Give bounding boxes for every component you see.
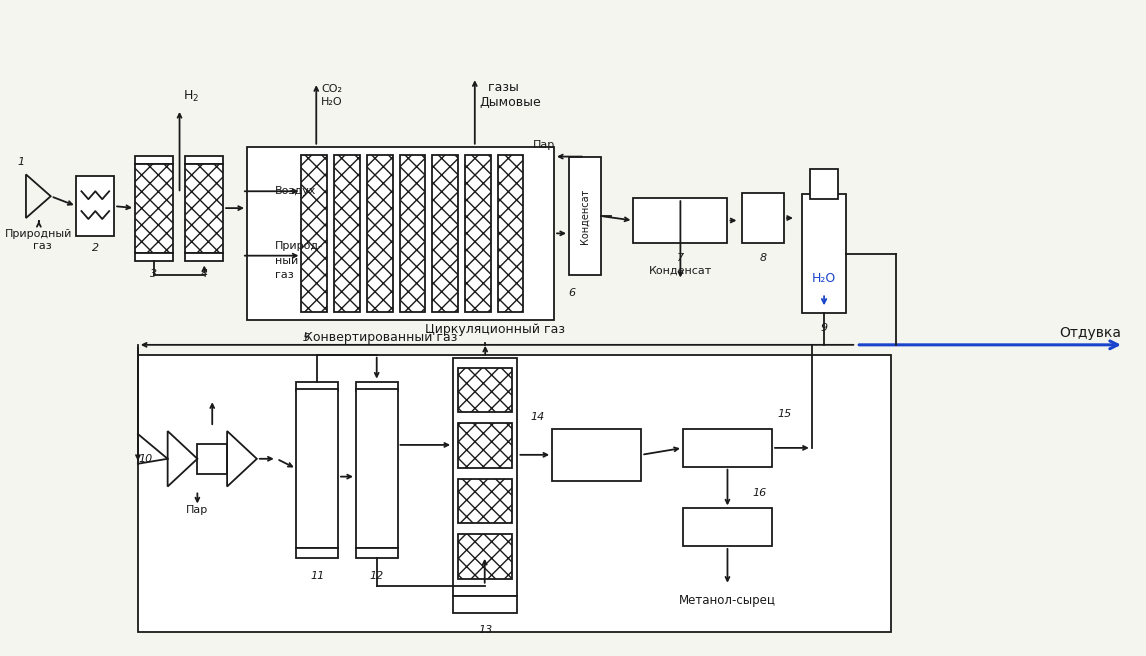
Text: Природ-: Природ-: [275, 241, 323, 251]
Bar: [802, 194, 847, 313]
Text: 6: 6: [568, 289, 575, 298]
Bar: [135, 253, 173, 260]
Bar: [497, 155, 524, 312]
Text: Пар: Пар: [533, 140, 556, 150]
Bar: [77, 176, 115, 236]
Bar: [197, 444, 227, 474]
Bar: [301, 155, 327, 312]
Text: Конденсат: Конденсат: [580, 188, 590, 244]
Bar: [453, 596, 517, 613]
Text: 13: 13: [478, 625, 493, 635]
Text: Метанол-сырец: Метанол-сырец: [680, 594, 776, 607]
Bar: [458, 479, 512, 523]
Bar: [297, 390, 338, 548]
Bar: [432, 155, 458, 312]
Bar: [458, 534, 512, 579]
Text: 16: 16: [752, 489, 767, 499]
Text: H₂O: H₂O: [813, 272, 837, 285]
Text: Конденсат: Конденсат: [649, 266, 712, 276]
Text: газ: газ: [275, 270, 293, 281]
Text: 3: 3: [150, 270, 157, 279]
Bar: [552, 429, 642, 481]
Text: Отдувка: Отдувка: [1059, 326, 1122, 340]
Text: 7: 7: [677, 253, 684, 262]
Text: Циркуляционный газ: Циркуляционный газ: [425, 323, 565, 337]
Text: 4: 4: [201, 270, 207, 279]
Bar: [135, 163, 173, 253]
Text: 8: 8: [760, 253, 767, 262]
Bar: [186, 155, 223, 163]
Text: 9: 9: [821, 323, 827, 333]
Text: Дымовые: Дымовые: [480, 96, 542, 109]
Text: Воздух: Воздух: [275, 186, 316, 196]
Text: газы: газы: [480, 81, 519, 94]
Bar: [356, 382, 398, 392]
Bar: [453, 358, 517, 596]
Bar: [458, 367, 512, 412]
Text: Конвертированный газ: Конвертированный газ: [304, 331, 457, 344]
Bar: [743, 194, 784, 243]
Text: 10: 10: [139, 454, 152, 464]
Bar: [568, 157, 601, 276]
Text: Природный: Природный: [5, 229, 72, 239]
Text: 12: 12: [370, 571, 384, 581]
Text: 1: 1: [17, 157, 24, 167]
Bar: [356, 548, 398, 558]
Bar: [634, 198, 728, 243]
Text: 14: 14: [531, 412, 544, 422]
Bar: [297, 548, 338, 558]
Bar: [138, 355, 890, 632]
Text: 15: 15: [777, 409, 791, 419]
Text: 5: 5: [303, 333, 309, 343]
Text: H₂O: H₂O: [321, 97, 343, 107]
Bar: [297, 382, 338, 392]
Text: ный: ный: [275, 256, 298, 266]
Bar: [186, 163, 223, 253]
Bar: [186, 253, 223, 260]
Bar: [400, 155, 425, 312]
Bar: [683, 429, 772, 466]
Text: 2: 2: [92, 243, 99, 253]
Text: 11: 11: [311, 571, 324, 581]
Text: газ: газ: [26, 241, 52, 251]
Bar: [458, 423, 512, 468]
Bar: [135, 155, 173, 163]
Bar: [335, 155, 360, 312]
Bar: [810, 169, 839, 199]
Text: Пар: Пар: [187, 505, 209, 516]
Text: CO₂: CO₂: [321, 84, 343, 94]
Bar: [246, 147, 554, 320]
Bar: [367, 155, 393, 312]
Text: H$_2$: H$_2$: [182, 89, 198, 104]
Bar: [465, 155, 490, 312]
Bar: [356, 390, 398, 548]
Bar: [683, 508, 772, 546]
